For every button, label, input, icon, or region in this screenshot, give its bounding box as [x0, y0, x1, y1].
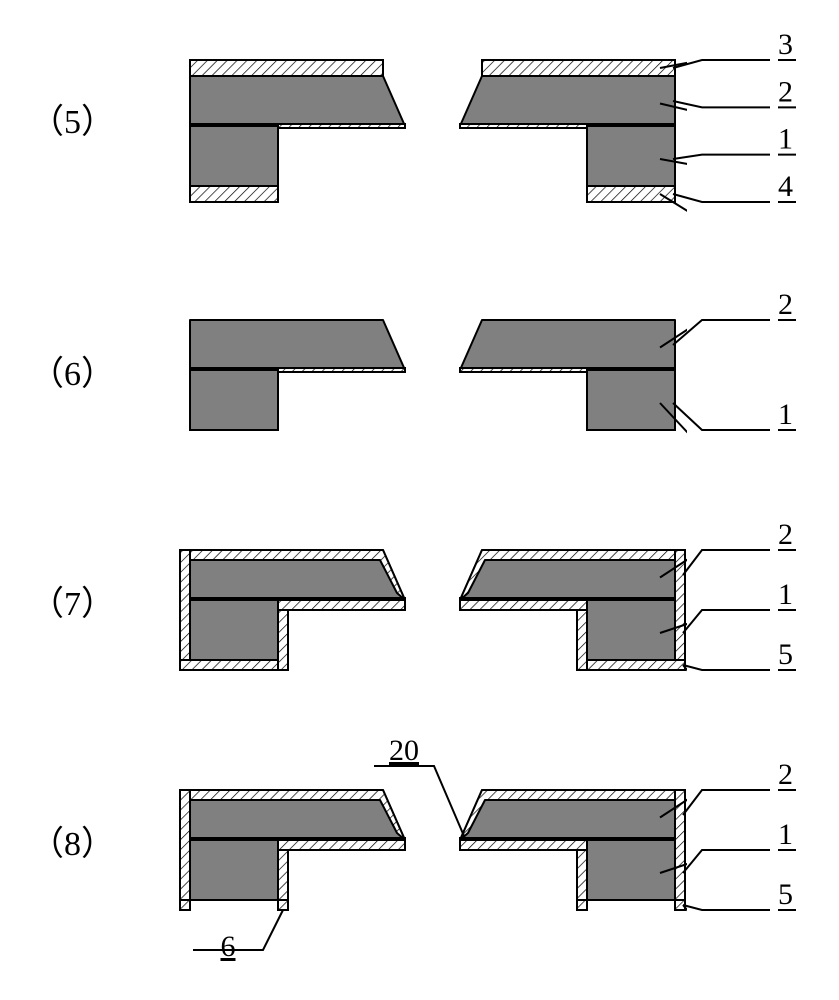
p5-leaders: 3 2 1 4 — [673, 28, 839, 232]
svg-text:1: 1 — [778, 578, 793, 611]
panel-label: （6） — [30, 355, 115, 393]
svg-text:4: 4 — [778, 170, 793, 203]
svg-text:3: 3 — [778, 28, 793, 61]
svg-text:1: 1 — [778, 818, 793, 851]
p8: （8） 2 1 5 20 6 — [30, 734, 793, 963]
p5: （5）3214 — [30, 39, 793, 232]
svg-text:6: 6 — [221, 930, 236, 963]
svg-text:5: 5 — [778, 638, 793, 671]
svg-text:1: 1 — [778, 123, 793, 156]
p6: （6）21 — [30, 299, 793, 460]
p8-leaders: 2 1 5 — [683, 758, 839, 940]
svg-text:5: 5 — [778, 878, 793, 911]
panel-label: （7） — [30, 585, 115, 623]
svg-text:2: 2 — [778, 75, 793, 108]
panel-label: （5） — [30, 103, 115, 141]
svg-text:2: 2 — [778, 518, 793, 551]
svg-text:2: 2 — [778, 288, 793, 321]
svg-text:2: 2 — [778, 758, 793, 791]
p6-leaders: 21 — [673, 288, 839, 460]
svg-text:1: 1 — [778, 398, 793, 431]
svg-text:20: 20 — [389, 734, 419, 767]
p7: （7）215 — [30, 529, 793, 700]
panel-label: （8） — [30, 825, 115, 863]
p7-leaders: 2 1 5 — [683, 518, 839, 700]
